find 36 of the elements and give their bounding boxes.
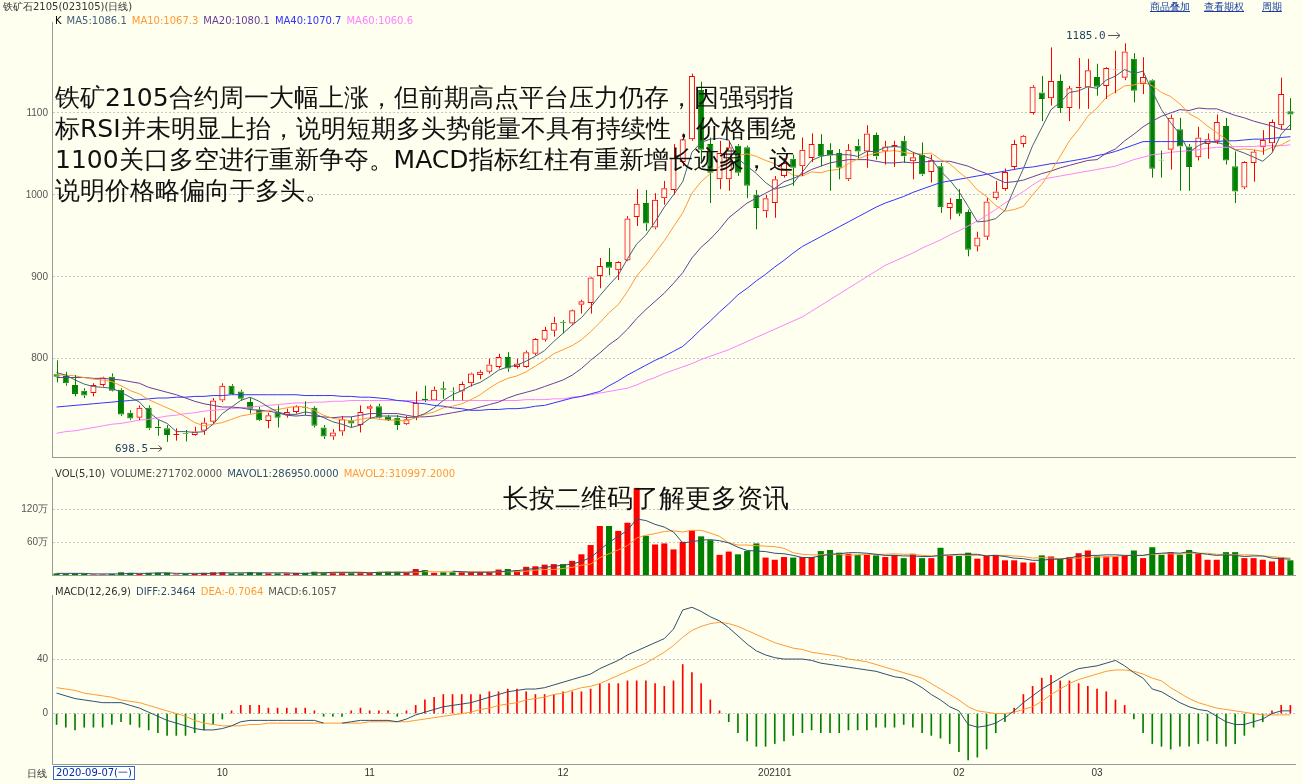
- y-tick-label: 1100: [26, 106, 49, 118]
- text: MA20:1080.1: [203, 15, 270, 26]
- text: MA5:1086.1: [66, 15, 127, 26]
- y-tick-label: 60万: [26, 536, 48, 548]
- text: 2020-09-07(一): [53, 766, 135, 780]
- annotation: K: [55, 15, 62, 26]
- text: DIFF:2.3464: [135, 586, 196, 597]
- annotation: 1185.0: [1066, 29, 1106, 42]
- chart-title: MACD(12,26,9): [55, 586, 131, 597]
- text: MAVOL2:310997.2000: [343, 468, 456, 479]
- text: MAVOL1:286950.0000: [227, 468, 339, 479]
- x-tick-label: 11: [364, 766, 376, 778]
- y-tick-label: 120万: [21, 503, 48, 515]
- annotation: 698.5: [115, 442, 149, 455]
- y-tick-label: 0: [42, 707, 49, 719]
- y-tick-label: 900: [31, 270, 49, 282]
- text: MA40:1070.7: [274, 15, 342, 26]
- x-axis-title: 日线: [27, 767, 47, 781]
- x-tick-label: 12: [557, 766, 570, 778]
- text: 查看期权: [1204, 0, 1244, 14]
- text: MA10:1067.3: [131, 15, 199, 26]
- text: DEA:-0.7064: [200, 586, 264, 597]
- chart-title: 铁矿石2105(023105)(日线): [3, 1, 133, 12]
- y-tick-label: 1000: [25, 188, 49, 200]
- text: 周期: [1262, 0, 1282, 14]
- text: 商品叠加: [1150, 0, 1190, 14]
- text: MA60:1060.6: [346, 15, 414, 26]
- annotation: VOLUME:271702.0000: [110, 468, 223, 479]
- x-tick-label: 10: [216, 766, 229, 778]
- x-tick-label: 202101: [758, 766, 792, 778]
- y-tick-label: 40: [36, 652, 49, 664]
- y-tick-label: 800: [31, 352, 49, 364]
- chart-title: VOL(5,10): [55, 468, 106, 479]
- annotation: MACD:6.1057: [268, 586, 337, 597]
- x-tick-label: 03: [1091, 766, 1104, 778]
- x-tick-label: 02: [953, 766, 965, 778]
